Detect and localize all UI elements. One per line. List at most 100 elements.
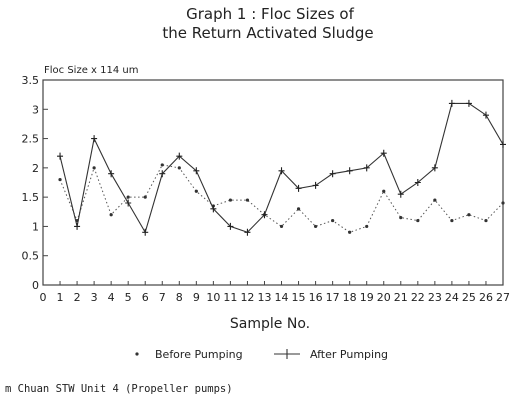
y-axis-label: Floc Size x 114 um — [44, 65, 138, 76]
y-tick-label: 2 — [32, 162, 39, 175]
data-point-after-pumping — [500, 140, 506, 148]
data-point-after-pumping — [159, 170, 166, 178]
x-tick-label: 24 — [445, 291, 459, 304]
legend-label-after: After Pumping — [310, 348, 388, 361]
series-line-before-pumping — [59, 164, 504, 233]
x-tick-label: 9 — [193, 291, 200, 304]
x-tick-label: 19 — [360, 291, 374, 304]
data-point-after-pumping — [482, 111, 489, 119]
data-point-before-pumping — [348, 230, 352, 234]
x-tick-label: 0 — [40, 291, 47, 304]
data-point-before-pumping — [331, 218, 335, 223]
y-tick-label: 3.5 — [22, 74, 40, 87]
chart-title-line-2: the Return Activated Sludge — [162, 24, 373, 42]
x-tick-label: 1 — [57, 291, 64, 304]
y-tick-label: 1.5 — [22, 191, 40, 204]
data-point-before-pumping — [296, 207, 301, 211]
data-point-after-pumping — [193, 167, 200, 175]
data-point-before-pumping — [126, 195, 130, 199]
x-tick-label: 13 — [257, 291, 271, 304]
data-point-before-pumping — [109, 213, 113, 217]
data-point-after-pumping — [244, 228, 251, 236]
data-point-before-pumping — [484, 218, 488, 223]
data-point-after-pumping — [397, 190, 404, 198]
x-tick-label: 17 — [326, 291, 340, 304]
data-point-before-pumping — [399, 216, 403, 220]
data-point-after-pumping — [329, 170, 336, 178]
data-point-after-pumping — [91, 135, 98, 143]
x-tick-label: 3 — [91, 291, 98, 304]
x-tick-label: 20 — [377, 291, 391, 304]
x-tick-label: 5 — [125, 291, 132, 304]
y-tick-label: 0 — [32, 279, 39, 292]
chart-title-line-1: Graph 1 : Floc Sizes of — [186, 5, 354, 23]
x-tick-label: 6 — [142, 291, 149, 304]
data-point-after-pumping — [312, 181, 319, 189]
y-tick-label: 2.5 — [22, 133, 40, 146]
data-point-before-pumping — [143, 195, 147, 199]
data-point-after-pumping — [210, 205, 217, 213]
data-point-before-pumping — [228, 198, 233, 202]
data-point-before-pumping — [382, 189, 386, 193]
data-point-after-pumping — [431, 164, 438, 172]
data-point-after-pumping — [108, 170, 115, 178]
data-point-before-pumping — [416, 218, 420, 223]
data-point-before-pumping — [450, 218, 454, 223]
x-tick-label: 2 — [74, 291, 81, 304]
data-point-after-pumping — [380, 149, 387, 157]
y-tick-label: 1 — [32, 220, 39, 233]
x-tick-label: 7 — [159, 291, 166, 304]
data-point-before-pumping — [365, 224, 369, 229]
data-point-after-pumping — [125, 199, 132, 207]
data-point-after-pumping — [227, 222, 234, 230]
data-point-before-pumping — [177, 166, 181, 170]
data-point-after-pumping — [363, 164, 370, 172]
data-point-after-pumping — [448, 99, 455, 107]
data-point-before-pumping — [313, 224, 318, 229]
data-point-after-pumping — [176, 152, 183, 160]
x-tick-label: 27 — [496, 291, 510, 304]
data-point-after-pumping — [278, 167, 285, 175]
x-tick-label: 16 — [309, 291, 323, 304]
plot-area: 00.511.522.533.50 1 2 3 4 5 6 7 8 9 10 11 12 13 14 15 16… — [22, 74, 511, 304]
x-tick-label: 22 — [411, 291, 425, 304]
data-point-after-pumping — [295, 184, 302, 192]
x-tick-label: 4 — [108, 291, 115, 304]
data-point-after-pumping — [74, 222, 81, 230]
y-tick-label: 0.5 — [22, 250, 40, 263]
data-point-before-pumping — [58, 177, 62, 182]
data-point-after-pumping — [414, 179, 421, 186]
data-point-after-pumping — [57, 152, 64, 160]
x-axis-label: Sample No. — [230, 316, 310, 332]
data-point-after-pumping — [465, 99, 472, 107]
data-point-before-pumping — [92, 166, 96, 170]
footer-note: m Chuan STW Unit 4 (Propeller pumps) — [5, 383, 233, 395]
data-point-before-pumping — [433, 198, 437, 202]
data-point-before-pumping — [501, 201, 505, 205]
x-tick-label: 11 — [223, 291, 237, 304]
x-tick-label: 21 — [394, 291, 408, 304]
data-point-before-pumping — [160, 163, 164, 167]
x-tick-label: 26 — [479, 291, 493, 304]
legend-marker-after — [274, 349, 300, 359]
plot-frame — [42, 79, 504, 286]
legend: Before Pumping After Pumping — [135, 348, 388, 361]
data-point-before-pumping — [245, 198, 250, 202]
x-tick-label: 15 — [292, 291, 306, 304]
legend-label-before: Before Pumping — [155, 348, 243, 361]
x-tick-label: 10 — [206, 291, 220, 304]
y-tick-label: 3 — [32, 103, 39, 116]
x-tick-label: 25 — [462, 291, 476, 304]
data-point-after-pumping — [261, 211, 268, 219]
x-tick-label: 18 — [343, 291, 357, 304]
x-tick-label: 12 — [240, 291, 254, 304]
x-tick-label: 8 — [176, 291, 183, 304]
x-tick-label: 14 — [275, 291, 289, 304]
data-point-before-pumping — [467, 213, 471, 217]
data-point-before-pumping — [194, 189, 198, 193]
x-tick-label: 23 — [428, 291, 442, 304]
legend-marker-before — [135, 352, 139, 356]
data-point-before-pumping — [279, 224, 284, 229]
data-point-after-pumping — [346, 167, 353, 175]
